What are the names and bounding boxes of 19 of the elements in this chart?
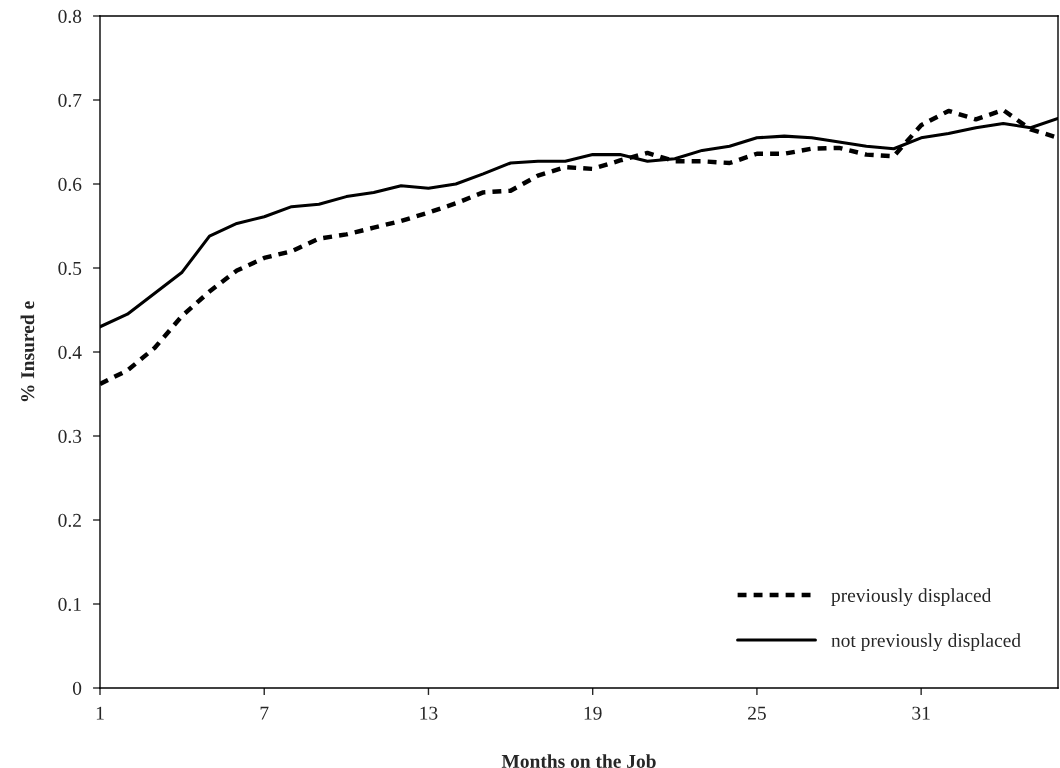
y-tick-label: 0.5 xyxy=(58,261,82,276)
legend-label: not previously displaced xyxy=(831,633,1021,652)
x-tick-label: 31 xyxy=(912,706,930,720)
y-tick-label: 0.8 xyxy=(58,9,82,24)
y-tick-label: 0 xyxy=(72,681,82,695)
x-tick-label: 1 xyxy=(96,706,104,720)
y-tick-label: 0.2 xyxy=(58,513,81,528)
y-axis-title: % Insured e xyxy=(20,301,35,402)
y-tick-label: 0.7 xyxy=(58,93,82,108)
x-tick-label: 7 xyxy=(260,706,269,720)
y-tick-label: 0.3 xyxy=(58,429,82,444)
x-axis-title: Months on the Job xyxy=(501,754,656,768)
y-tick-label: 0.4 xyxy=(58,345,82,360)
y-tick-label: 0.6 xyxy=(58,177,82,192)
x-tick-label: 19 xyxy=(584,706,602,720)
legend-label: previously displaced xyxy=(831,588,992,607)
y-tick-label: 0.1 xyxy=(58,597,81,612)
x-tick-label: 13 xyxy=(420,706,438,720)
x-tick-label: 25 xyxy=(748,706,766,720)
